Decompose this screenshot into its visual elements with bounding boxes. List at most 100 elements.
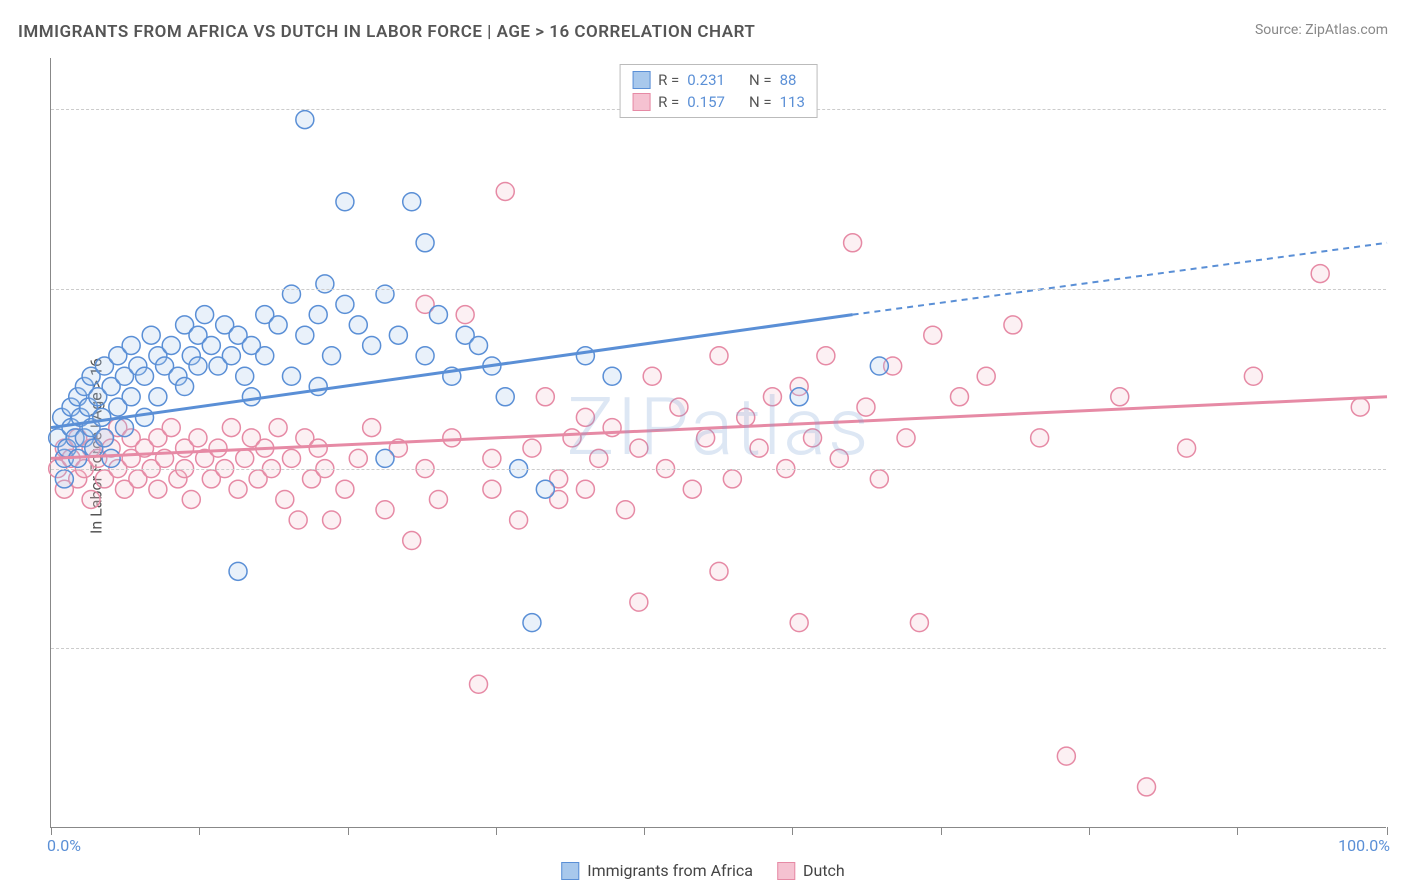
xtick [496,827,497,835]
n-label: N = [749,71,772,89]
scatter-point-dutch [323,511,341,529]
scatter-point-africa [282,285,300,303]
scatter-point-dutch [536,388,554,406]
scatter-point-dutch [336,480,354,498]
scatter-point-dutch [563,429,581,447]
scatter-point-dutch [496,182,514,200]
legend-stats: R = 0.231 N = 88 R = 0.157 N = 113 [619,64,818,118]
scatter-point-africa [576,347,594,365]
scatter-point-dutch [590,449,608,467]
ytick-label: 82.5% [1391,280,1406,299]
scatter-point-africa [376,449,394,467]
scatter-point-dutch [363,419,381,437]
scatter-point-dutch [483,480,501,498]
legend-bottom: Immigrants from Africa Dutch [561,861,845,880]
legend-stats-row-dutch: R = 0.157 N = 113 [632,91,805,113]
scatter-point-dutch [182,490,200,508]
scatter-point-dutch [817,347,835,365]
scatter-point-dutch [697,429,715,447]
scatter-point-dutch [576,408,594,426]
scatter-point-africa [122,336,140,354]
legend-item-africa: Immigrants from Africa [561,861,753,880]
scatter-point-dutch [924,326,942,344]
scatter-point-dutch [149,480,167,498]
scatter-point-africa [149,388,167,406]
scatter-point-dutch [483,449,501,467]
scatter-point-dutch [1178,439,1196,457]
scatter-point-africa [95,429,113,447]
legend-swatch-africa-icon [561,862,579,880]
scatter-point-dutch [630,439,648,457]
chart-title: IMMIGRANTS FROM AFRICA VS DUTCH IN LABOR… [18,22,755,42]
scatter-point-dutch [403,532,421,550]
gridline [51,648,1386,649]
scatter-point-dutch [229,480,247,498]
scatter-point-africa [336,193,354,211]
source-attribution: Source: ZipAtlas.com [1255,22,1388,38]
scatter-point-dutch [870,470,888,488]
scatter-point-africa [256,347,274,365]
xtick [1089,827,1090,835]
scatter-point-dutch [670,398,688,416]
scatter-point-africa [296,326,314,344]
scatter-point-africa [496,388,514,406]
scatter-point-africa [603,367,621,385]
scatter-point-dutch [1311,265,1329,283]
scatter-point-dutch [844,234,862,252]
xtick [644,827,645,835]
scatter-point-africa [309,378,327,396]
legend-label-dutch: Dutch [803,861,845,880]
scatter-point-dutch [429,490,447,508]
legend-swatch-dutch-icon [777,862,795,880]
xtick [348,827,349,835]
scatter-point-dutch [950,388,968,406]
scatter-point-africa [189,357,207,375]
scatter-point-africa [176,378,194,396]
scatter-point-africa [269,316,287,334]
scatter-point-dutch [857,398,875,416]
scatter-point-africa [470,336,488,354]
ytick-label: 65.0% [1391,459,1406,478]
scatter-point-africa [349,316,367,334]
scatter-point-africa [196,306,214,324]
scatter-point-dutch [1031,429,1049,447]
scatter-point-africa [55,470,73,488]
scatter-point-dutch [630,593,648,611]
trend-line-dash-africa [853,243,1387,315]
scatter-point-africa [416,347,434,365]
scatter-point-africa [115,419,133,437]
scatter-point-dutch [189,429,207,447]
scatter-point-africa [142,326,160,344]
scatter-point-africa [389,326,407,344]
n-value-africa: 88 [780,71,797,89]
scatter-point-africa [790,388,808,406]
scatter-point-africa [523,614,541,632]
scatter-point-africa [122,388,140,406]
scatter-point-dutch [349,449,367,467]
ytick-label: 47.5% [1391,639,1406,658]
x-min-label: 0.0% [47,836,81,855]
scatter-point-dutch [710,562,728,580]
scatter-point-dutch [737,408,755,426]
xtick [199,827,200,835]
scatter-point-dutch [710,347,728,365]
scatter-point-dutch [1004,316,1022,334]
scatter-point-dutch [1111,388,1129,406]
scatter-point-dutch [82,490,100,508]
scatter-point-dutch [523,439,541,457]
legend-stats-row-africa: R = 0.231 N = 88 [632,69,805,91]
xtick [1237,827,1238,835]
gridline [51,469,1386,470]
scatter-point-dutch [289,511,307,529]
scatter-point-dutch [683,480,701,498]
ytick-label: 100.0% [1391,100,1406,119]
scatter-point-dutch [1057,747,1075,765]
scatter-point-dutch [616,501,634,519]
scatter-point-dutch [897,429,915,447]
scatter-point-africa [162,336,180,354]
xtick [1387,827,1388,835]
n-label: N = [749,93,772,111]
scatter-point-africa [323,347,341,365]
scatter-point-africa [136,408,154,426]
legend-item-dutch: Dutch [777,861,845,880]
